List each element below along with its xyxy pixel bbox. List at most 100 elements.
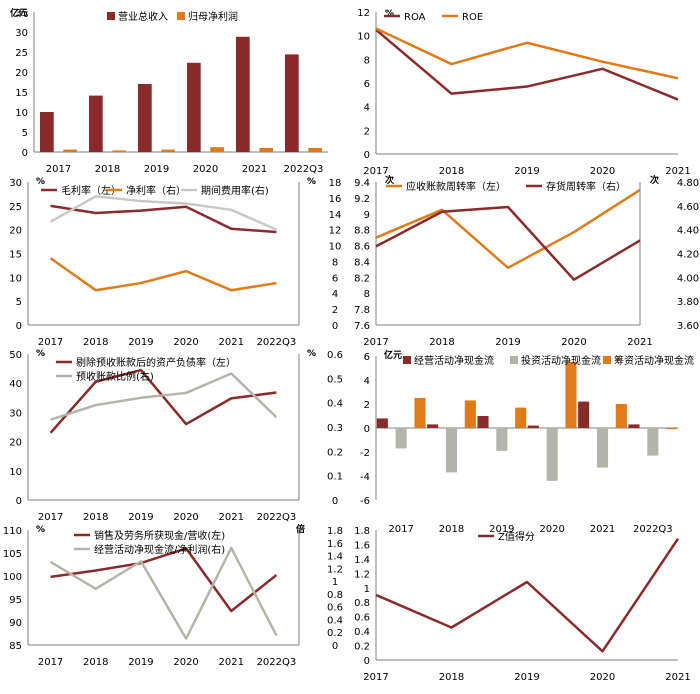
x-tick-label: 2018 bbox=[439, 524, 464, 535]
y-tick-label: 15 bbox=[9, 250, 22, 261]
legend-label: ROA bbox=[404, 12, 426, 23]
y-tick-label: 90 bbox=[9, 618, 22, 629]
x-tick-label: 2022Q3 bbox=[257, 337, 297, 348]
y-tick-label-right: 4.20 bbox=[677, 250, 699, 261]
y-tick-label: 8.4 bbox=[354, 257, 370, 268]
x-tick-label: 2021 bbox=[219, 512, 244, 523]
x-tick-label: 2022Q3 bbox=[257, 512, 297, 523]
y-tick-label: 7.6 bbox=[354, 321, 370, 332]
x-tick-label: 2019 bbox=[128, 657, 153, 668]
x-tick-label: 2021 bbox=[219, 657, 244, 668]
x-tick-label: 2020 bbox=[590, 166, 615, 177]
series-line bbox=[50, 204, 277, 234]
bar bbox=[161, 149, 176, 152]
y-tick-label-right: 0.4 bbox=[327, 399, 343, 410]
legend-swatch bbox=[603, 356, 611, 364]
x-tick-label: 2019 bbox=[144, 164, 169, 175]
bar bbox=[210, 147, 225, 152]
legend-swatch bbox=[177, 12, 185, 20]
legend-label: 净利率（右） bbox=[126, 184, 186, 197]
y-tick-label-right: 3.60 bbox=[677, 321, 699, 332]
y-tick-label: 8.6 bbox=[354, 242, 370, 253]
y-tick-label: 1.2 bbox=[354, 569, 370, 580]
y-tick-label: 85 bbox=[9, 641, 22, 652]
x-tick-label: 2019 bbox=[514, 166, 539, 177]
y-tick-label: 20 bbox=[9, 226, 22, 237]
x-tick-label: 2017 bbox=[388, 524, 413, 535]
y-tick-label: 35 bbox=[15, 8, 28, 19]
y-tick-label: 9 bbox=[364, 210, 370, 221]
x-tick-label: 2021 bbox=[665, 672, 690, 683]
x-tick-label: 2020 bbox=[590, 672, 615, 683]
x-tick-label: 2022Q3 bbox=[633, 524, 673, 535]
y-tick-label: 0.4 bbox=[354, 627, 370, 638]
unit-label-left: % bbox=[36, 177, 45, 187]
bar bbox=[647, 428, 659, 456]
bar bbox=[628, 424, 640, 428]
series-line bbox=[49, 368, 277, 434]
y-tick-label: 30 bbox=[9, 408, 22, 419]
y-tick-label: 2 bbox=[364, 400, 370, 411]
y-tick-label: 0 bbox=[16, 496, 22, 507]
unit-label-right: % bbox=[307, 177, 316, 187]
y-tick-label: 1.4 bbox=[354, 555, 370, 566]
series-line bbox=[375, 28, 679, 101]
y-tick-label: 15 bbox=[15, 88, 28, 99]
x-tick-label: 2017 bbox=[363, 337, 388, 348]
bar bbox=[578, 401, 590, 428]
legend-label: 剔除预收账款后的资产负债率（左） bbox=[76, 356, 236, 369]
x-tick-label: 2020 bbox=[193, 164, 218, 175]
y-tick-label: -2 bbox=[360, 448, 370, 459]
bar bbox=[596, 428, 609, 468]
x-tick-label: 2017 bbox=[363, 166, 388, 177]
series-line bbox=[50, 372, 278, 421]
y-tick-label: 30 bbox=[9, 178, 22, 189]
bar bbox=[515, 407, 527, 428]
chart-4: 7.6 7.8 8 8.2 8.4 8.6 8.8 9 9.2 9.4 3.60 3.80 4.00 4.… bbox=[354, 174, 699, 348]
bar bbox=[666, 428, 678, 430]
bar bbox=[376, 418, 388, 428]
y-tick-label: 10 bbox=[9, 467, 22, 478]
x-tick-label: 2017 bbox=[46, 164, 71, 175]
bar bbox=[565, 362, 577, 428]
y-tick-label-right: 4.80 bbox=[677, 178, 699, 189]
bar bbox=[546, 428, 558, 481]
bar bbox=[527, 425, 539, 428]
x-tick-label: 2018 bbox=[83, 337, 108, 348]
legend-label: 营业总收入 bbox=[118, 10, 168, 23]
y-tick-label: 10 bbox=[357, 32, 370, 43]
y-tick-label: 30 bbox=[15, 28, 28, 39]
legend-label: 经营活动净现金流/净利润(右) bbox=[94, 543, 225, 556]
bar bbox=[395, 428, 407, 449]
y-tick-label: 0 bbox=[16, 321, 22, 332]
y-tick-label: 4 bbox=[364, 103, 370, 114]
y-tick-label: 9.4 bbox=[354, 178, 370, 189]
y-tick-label-right: 0.2 bbox=[327, 628, 343, 639]
y-tick-label-right: 1.6 bbox=[327, 539, 343, 550]
legend-label: 应收账款周转率（左） bbox=[406, 180, 506, 193]
y-tick-label: -4 bbox=[360, 472, 370, 483]
bar bbox=[308, 148, 323, 152]
y-tick-label: 100 bbox=[3, 572, 22, 583]
x-tick-label: 2017 bbox=[363, 672, 388, 683]
y-tick-label: 6 bbox=[364, 352, 370, 363]
y-tick-label: 0 bbox=[364, 150, 370, 161]
y-tick-label: 8 bbox=[364, 55, 370, 66]
y-tick-label-right: 0.2 bbox=[327, 447, 343, 458]
y-tick-label: 0.6 bbox=[354, 613, 370, 624]
x-tick-label: 2021 bbox=[627, 337, 652, 348]
unit-label-right: 倍 bbox=[296, 523, 305, 535]
legend-label: 期间费用率(右) bbox=[201, 184, 269, 197]
y-tick-label: 8.2 bbox=[354, 273, 370, 284]
legend-label: 筹资活动净现金流 bbox=[614, 354, 694, 367]
y-tick-label: 7.8 bbox=[354, 305, 370, 316]
unit-label-right: % bbox=[307, 349, 316, 359]
bar bbox=[464, 400, 476, 428]
x-tick-label: 2020 bbox=[173, 512, 198, 523]
y-tick-label: 5 bbox=[22, 128, 28, 139]
y-tick-label: 0 bbox=[364, 424, 370, 435]
series-line bbox=[50, 547, 278, 613]
x-tick-label: 2022Q3 bbox=[284, 164, 324, 175]
series-line bbox=[49, 257, 277, 292]
